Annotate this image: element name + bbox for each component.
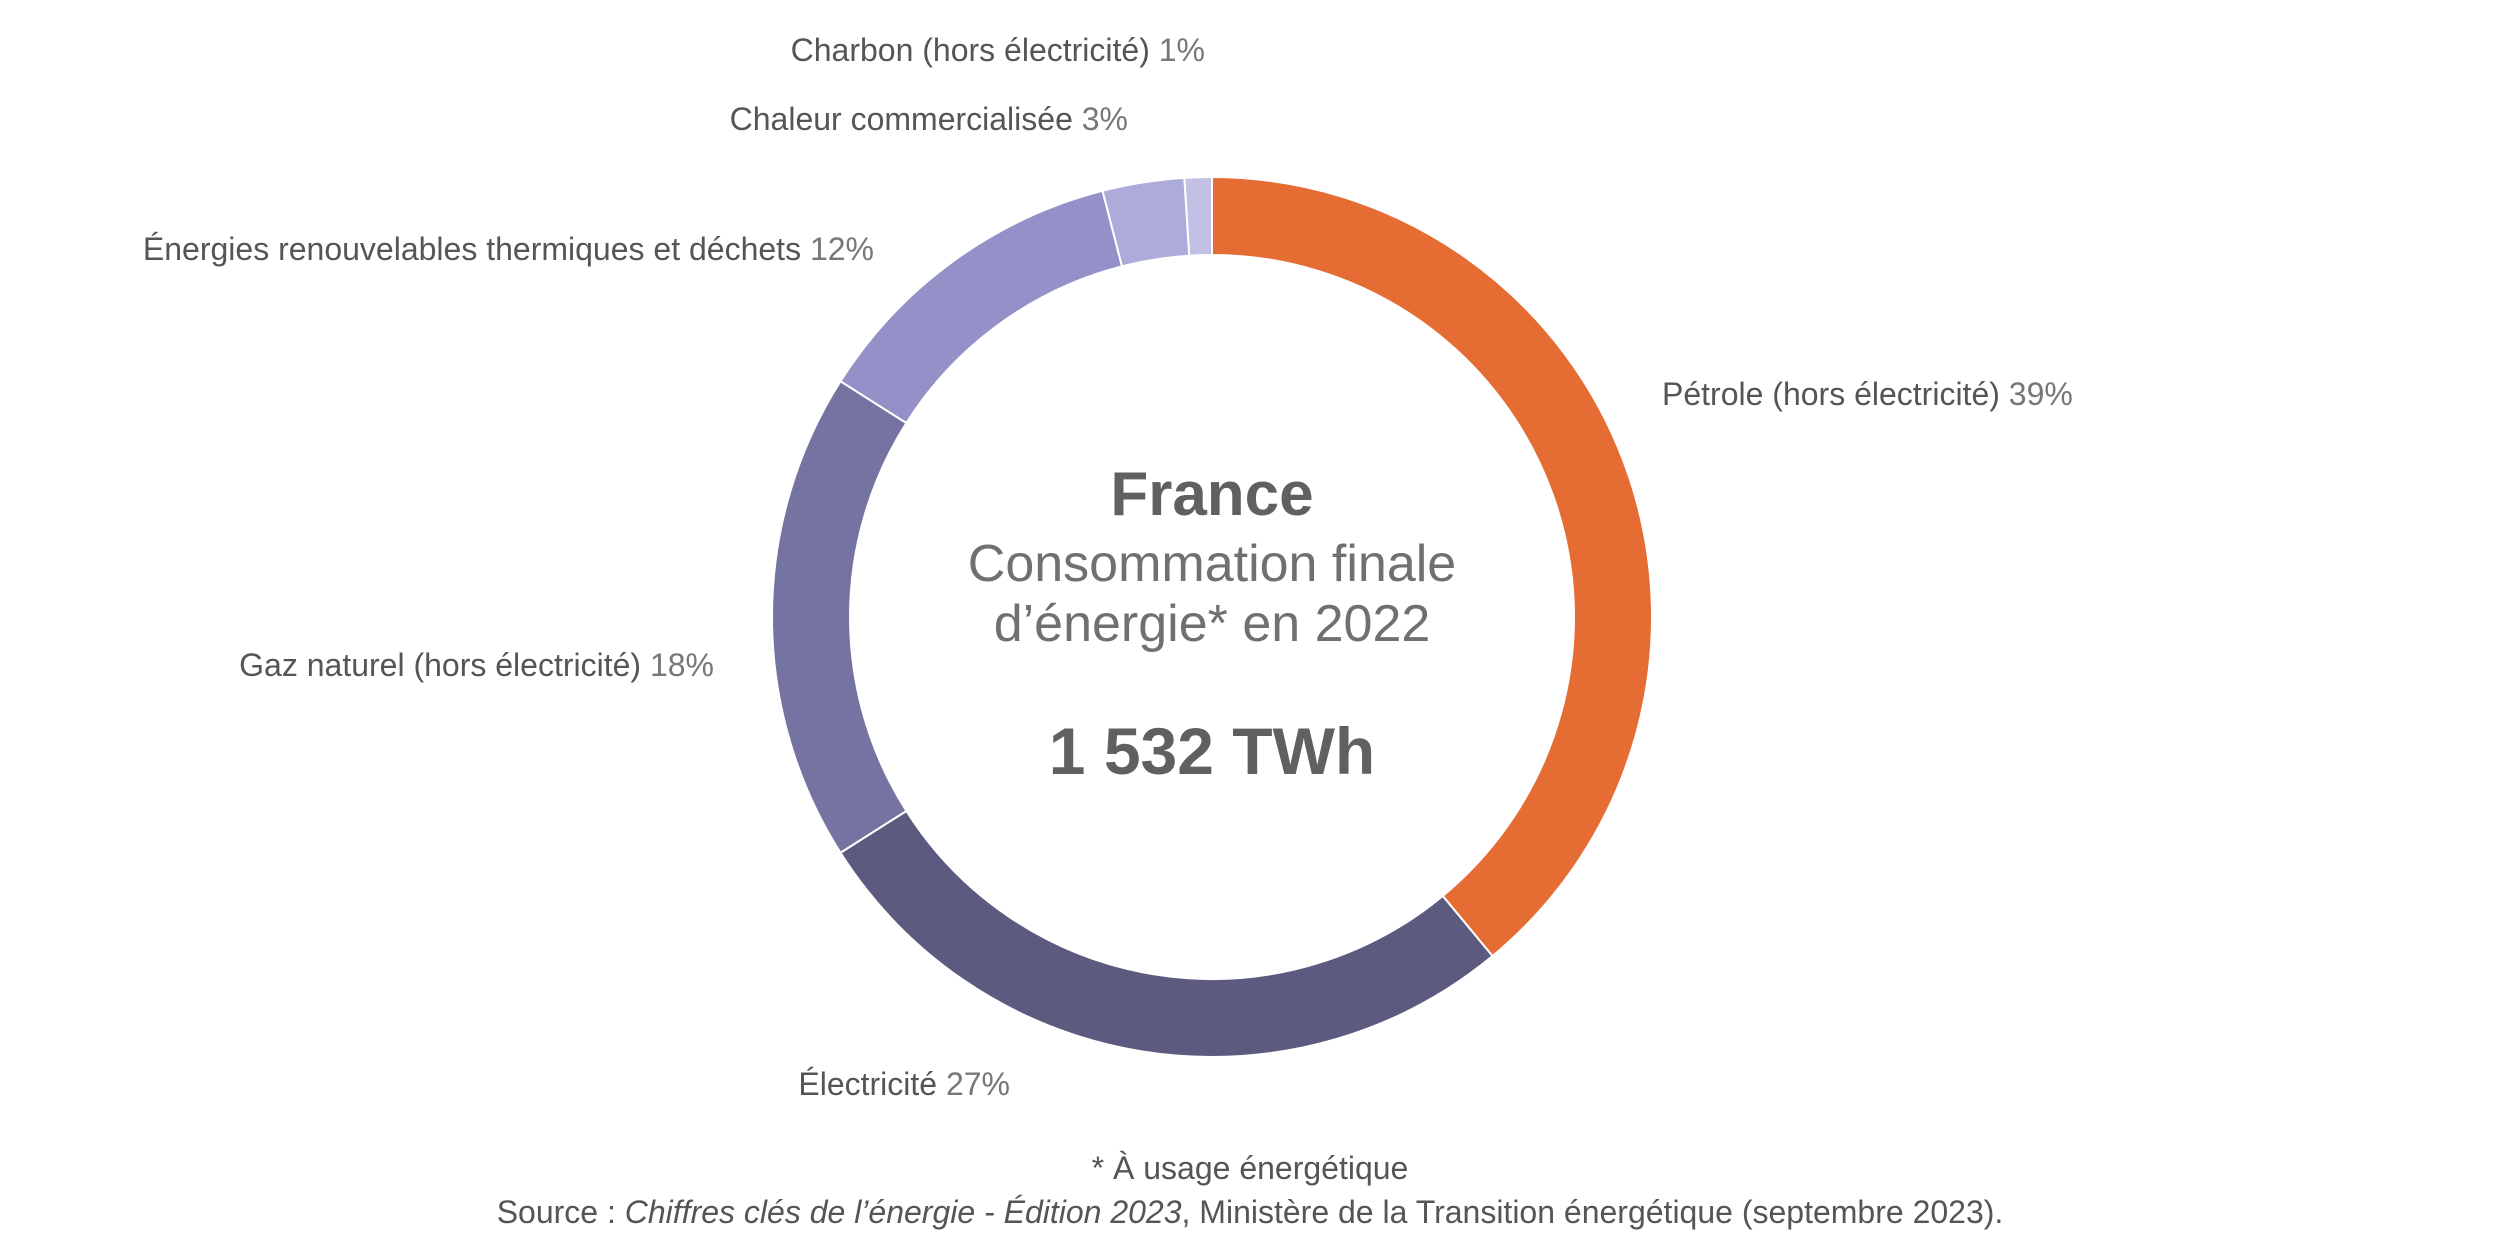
donut-chart: Pétrole (hors électricité) 39% Électricit… bbox=[143, 32, 2073, 1102]
slice-percent: 39% bbox=[2009, 376, 2073, 412]
slice-label-chaleur-commercialisee: Chaleur commercialisée 3% bbox=[730, 101, 1128, 137]
center-text: France Consommation finale d’énergie* en… bbox=[968, 460, 1456, 788]
slice-label-electricite: Électricité 27% bbox=[798, 1066, 1010, 1102]
slice-name: Gaz naturel (hors électricité) bbox=[239, 647, 650, 683]
slice-percent: 1% bbox=[1159, 32, 1205, 68]
slice-energies-renouvelables-thermiques-et-dechets bbox=[839, 189, 1124, 425]
source-title: Chiffres clés de l’énergie - Édition 202… bbox=[624, 1194, 1182, 1230]
chart-total: 1 532 TWh bbox=[1049, 714, 1375, 788]
chart-title: France bbox=[1110, 460, 1313, 529]
slice-label-charbon-hors-electricite: Charbon (hors électricité) 1% bbox=[791, 32, 1205, 68]
slice-labels: Pétrole (hors électricité) 39% Électricit… bbox=[143, 32, 2073, 1102]
slice-label-gaz-naturel-hors-electricite: Gaz naturel (hors électricité) 18% bbox=[239, 647, 714, 683]
chart-subtitle-line2: d’énergie* en 2022 bbox=[994, 595, 1431, 653]
donut-slices bbox=[771, 175, 1653, 1058]
source-suffix: , Ministère de la Transition énergétique… bbox=[1181, 1194, 2004, 1230]
slice-percent: 27% bbox=[946, 1066, 1010, 1102]
source-prefix: Source : bbox=[496, 1194, 625, 1230]
slice-gaz-naturel-hors-electricite bbox=[771, 379, 908, 855]
slice-name: Charbon (hors électricité) bbox=[791, 32, 1159, 68]
slice-percent: 18% bbox=[650, 647, 714, 683]
slice-name: Électricité bbox=[798, 1066, 946, 1102]
slice-label-petrole-hors-electricite: Pétrole (hors électricité) 39% bbox=[1662, 376, 2073, 412]
slice-electricite bbox=[839, 809, 1494, 1058]
slice-charbon-hors-electricite bbox=[1183, 175, 1213, 257]
slice-name: Énergies renouvelables thermiques et déc… bbox=[143, 231, 810, 267]
slice-name: Pétrole (hors électricité) bbox=[1662, 376, 2009, 412]
slice-petrole-hors-electricite bbox=[1211, 175, 1653, 958]
slice-percent: 12% bbox=[810, 231, 874, 267]
source-line: Source : Chiffres clés de l’énergie - Éd… bbox=[0, 1194, 2500, 1231]
slice-label-energies-renouvelables-thermiques-et-dechets: Énergies renouvelables thermiques et déc… bbox=[143, 231, 874, 267]
footnote: * À usage énergétique bbox=[1091, 1150, 1409, 1186]
slice-name: Chaleur commercialisée bbox=[730, 101, 1082, 137]
slice-percent: 3% bbox=[1082, 101, 1128, 137]
chart-subtitle-line1: Consommation finale bbox=[968, 535, 1456, 593]
